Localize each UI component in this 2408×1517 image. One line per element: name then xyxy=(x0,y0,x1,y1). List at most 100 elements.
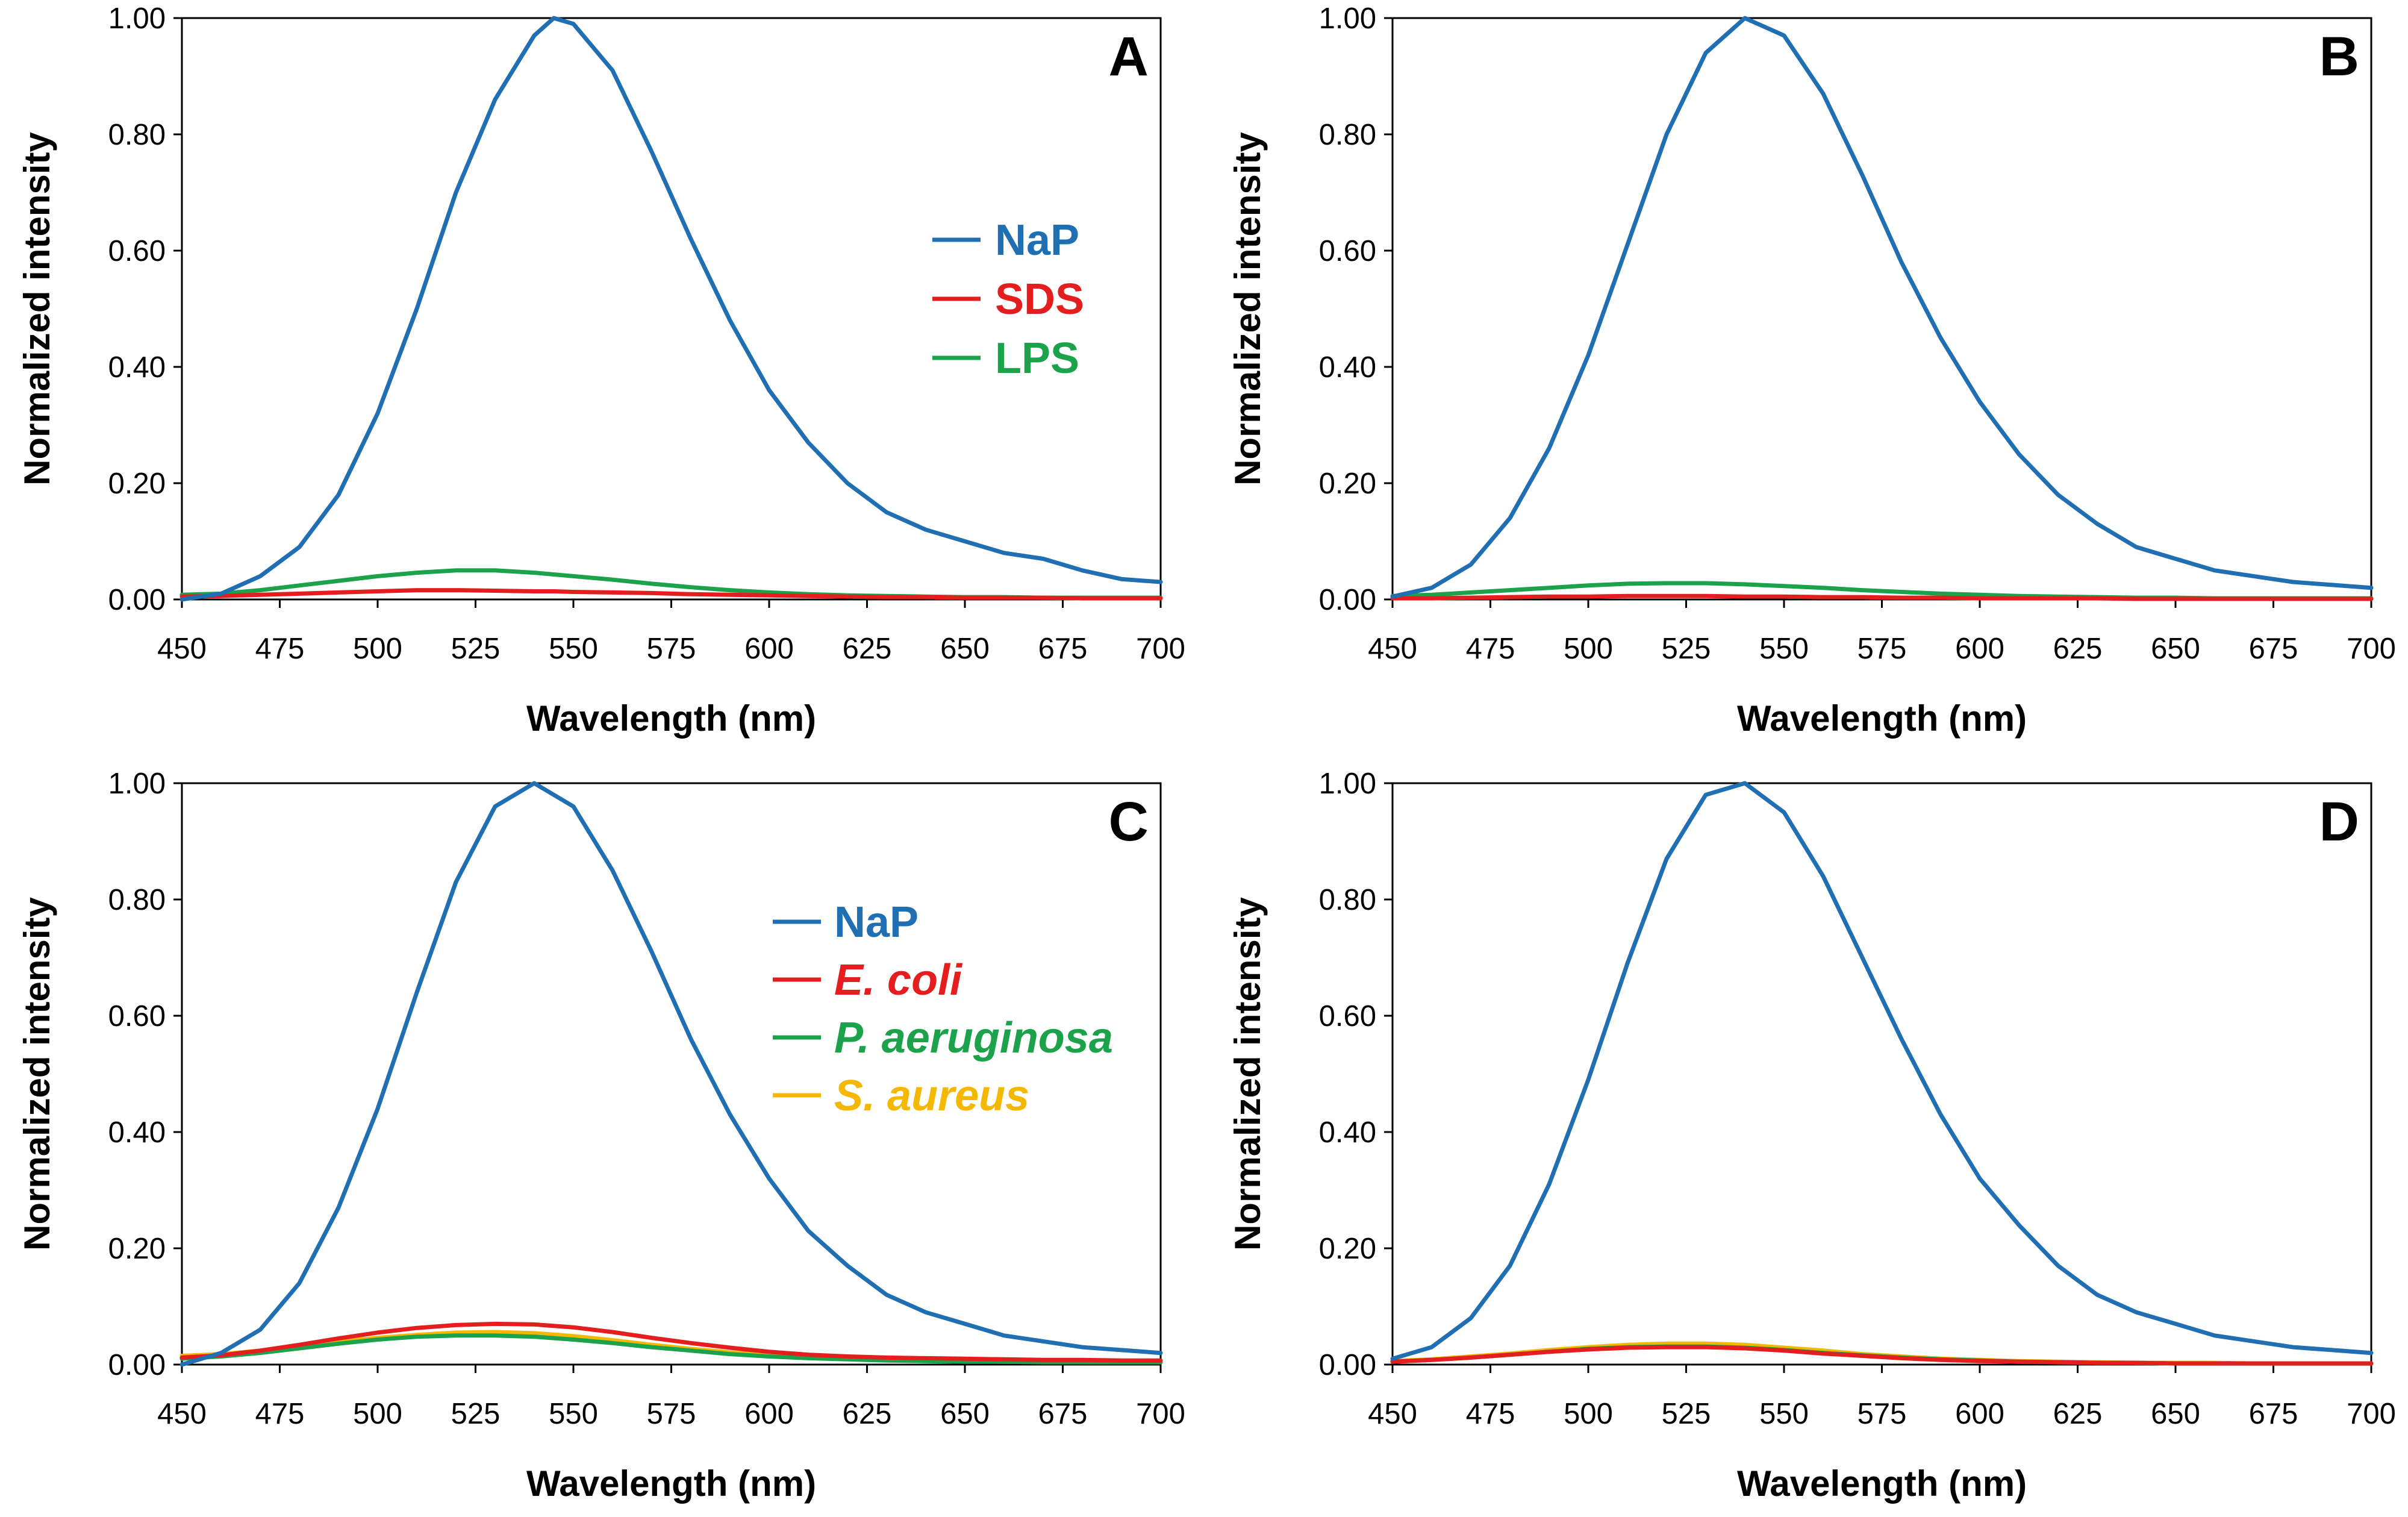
series-line-nap xyxy=(1390,16,2374,599)
x-tick-label: 650 xyxy=(2151,1398,2200,1430)
panel-d: 450 475 500 525 550 575 600 625 650 675 700 0.00 0.2… xyxy=(1227,768,2396,1504)
series-line-nap xyxy=(179,16,1163,602)
x-tick-label: 675 xyxy=(2249,1398,2298,1430)
x-tick-label: 675 xyxy=(2249,633,2298,665)
series-line-nap xyxy=(179,781,1163,1367)
legend-entry-label: LPS xyxy=(995,334,1079,383)
legend-entry-label: E. coli xyxy=(834,956,963,1004)
panel-c: 450 475 500 525 550 575 600 625 650 675 700 0.00 0.2… xyxy=(17,768,1185,1504)
x-axis-title: Wavelength (nm) xyxy=(526,1463,816,1504)
x-tick-label: 575 xyxy=(1857,633,1907,665)
legend-entry-label: NaP xyxy=(995,216,1079,264)
x-tick-label: 500 xyxy=(353,1398,402,1430)
x-tick-label: 500 xyxy=(353,633,402,665)
y-tick-label: 0.80 xyxy=(108,119,166,151)
y-tick-label: 1.00 xyxy=(108,768,166,800)
x-tick-label: 650 xyxy=(2151,633,2200,665)
y-tick-label: 0.60 xyxy=(108,235,166,267)
y-axis-title: Normalized intensity xyxy=(1227,896,1268,1250)
series-line-e-coli xyxy=(179,1321,1163,1363)
y-tick-label: 0.20 xyxy=(108,468,166,500)
x-tick-label: 600 xyxy=(1955,633,2004,665)
x-tick-label: 550 xyxy=(1759,1398,1809,1430)
series-line-nap xyxy=(1390,781,2374,1361)
x-tick-label: 550 xyxy=(1759,633,1809,665)
y-axis-title: Normalized intensity xyxy=(17,131,57,485)
y-tick-label: 0.60 xyxy=(1319,1000,1376,1033)
y-tick-label: 0.80 xyxy=(1319,884,1376,916)
legend-entry-label: S. aureus xyxy=(834,1072,1029,1120)
x-tick-label: 575 xyxy=(1857,1398,1907,1430)
x-axis-title: Wavelength (nm) xyxy=(1737,698,2027,739)
y-tick-label: 0.40 xyxy=(108,351,166,384)
y-tick-label: 0.40 xyxy=(108,1116,166,1149)
y-tick-label: 0.80 xyxy=(108,884,166,916)
legend-entry-label: P. aeruginosa xyxy=(834,1014,1113,1062)
y-axis-title: Normalized intensity xyxy=(1227,131,1268,485)
series-line-sds xyxy=(179,588,1163,601)
x-tick-label: 625 xyxy=(2053,1398,2103,1430)
y-tick-label: 0.20 xyxy=(1319,1233,1376,1265)
series-line-p-aeruginosa xyxy=(179,1333,1163,1365)
x-tick-label: 525 xyxy=(451,1398,501,1430)
x-tick-label: 675 xyxy=(1038,633,1088,665)
legend: NaP SDS LPS xyxy=(932,216,1084,383)
x-tick-label: 700 xyxy=(1136,633,1185,665)
x-tick-label: 525 xyxy=(451,633,501,665)
x-tick-label: 450 xyxy=(157,633,207,665)
x-tick-label: 625 xyxy=(843,633,892,665)
x-tick-label: 600 xyxy=(744,1398,794,1430)
x-tick-label: 700 xyxy=(2347,1398,2396,1430)
x-tick-label: 575 xyxy=(647,1398,696,1430)
x-tick-label: 700 xyxy=(2347,633,2396,665)
x-tick-label: 650 xyxy=(940,1398,990,1430)
panel-letter: C xyxy=(1109,791,1149,852)
panel-a: 450 475 500 525 550 575 600 625 650 675 700 0.00 0.2… xyxy=(17,2,1185,739)
plot-area-frame xyxy=(1391,17,2372,601)
x-tick-label: 475 xyxy=(255,1398,305,1430)
plot-area-frame xyxy=(1391,782,2372,1366)
x-axis-title: Wavelength (nm) xyxy=(526,698,816,739)
x-tick-label: 600 xyxy=(1955,1398,2004,1430)
x-tick-label: 600 xyxy=(744,633,794,665)
y-tick-label: 0.40 xyxy=(1319,351,1376,384)
y-tick-label: 0.60 xyxy=(108,1000,166,1033)
y-tick-label: 0.00 xyxy=(108,584,166,616)
x-tick-label: 525 xyxy=(1662,1398,1711,1430)
panel-letter: A xyxy=(1109,26,1149,87)
y-tick-label: 0.80 xyxy=(1319,119,1376,151)
x-axis-title: Wavelength (nm) xyxy=(1737,1463,2027,1504)
x-tick-label: 525 xyxy=(1662,633,1711,665)
x-tick-label: 625 xyxy=(2053,633,2103,665)
x-tick-label: 450 xyxy=(157,1398,207,1430)
y-tick-label: 1.00 xyxy=(1319,2,1376,35)
legend-entry-label: SDS xyxy=(995,275,1084,324)
series-line-sds xyxy=(1390,593,2374,601)
x-tick-label: 475 xyxy=(1466,633,1515,665)
legend: NaP E. coli P. aeruginosa S. aureus xyxy=(773,898,1113,1120)
y-tick-label: 0.00 xyxy=(1319,584,1376,616)
y-tick-label: 1.00 xyxy=(108,2,166,35)
panel-b: 450 475 500 525 550 575 600 625 650 675 700 0.00 0.2… xyxy=(1227,2,2396,739)
panel-letter: B xyxy=(2319,26,2359,87)
x-tick-label: 475 xyxy=(255,633,305,665)
y-axis-title: Normalized intensity xyxy=(17,896,57,1250)
y-tick-label: 0.20 xyxy=(1319,468,1376,500)
x-tick-label: 475 xyxy=(1466,1398,1515,1430)
y-tick-label: 0.00 xyxy=(1319,1349,1376,1381)
x-tick-label: 450 xyxy=(1368,1398,1417,1430)
x-tick-label: 650 xyxy=(940,633,990,665)
y-tick-label: 0.40 xyxy=(1319,1116,1376,1149)
panel-letter: D xyxy=(2319,791,2359,852)
legend-entry-label: NaP xyxy=(834,898,919,946)
y-tick-label: 0.60 xyxy=(1319,235,1376,267)
x-tick-label: 575 xyxy=(647,633,696,665)
x-tick-label: 450 xyxy=(1368,633,1417,665)
x-tick-label: 675 xyxy=(1038,1398,1088,1430)
x-tick-label: 625 xyxy=(843,1398,892,1430)
series-line-e-coli xyxy=(1390,1345,2374,1366)
y-tick-label: 0.00 xyxy=(108,1349,166,1381)
x-tick-label: 700 xyxy=(1136,1398,1185,1430)
y-tick-label: 0.20 xyxy=(108,1233,166,1265)
